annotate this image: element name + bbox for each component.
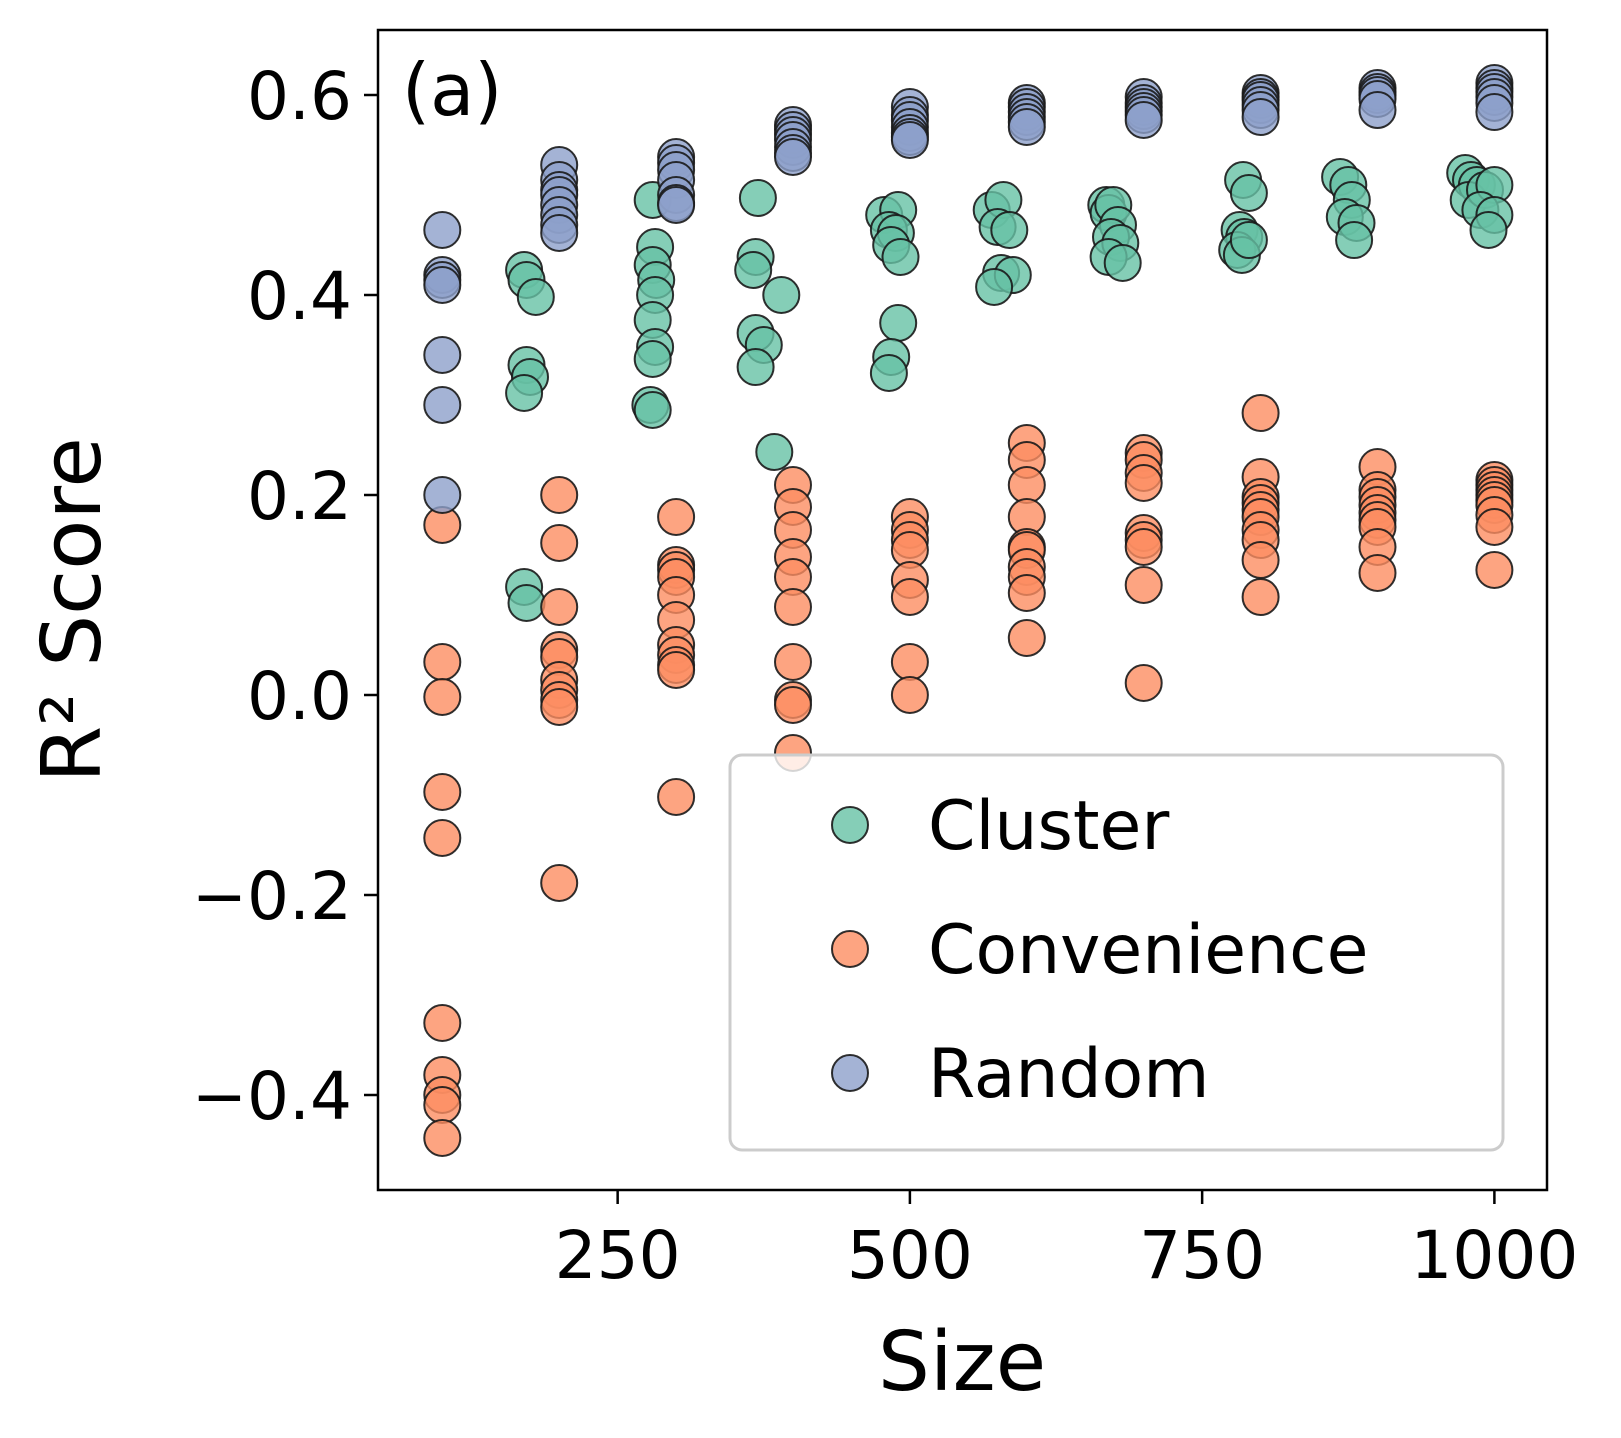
data-point-convenience	[540, 864, 579, 902]
data-point-cluster	[1229, 174, 1268, 212]
legend-label-cluster: Cluster	[928, 787, 1169, 866]
legend-label-random: Random	[928, 1035, 1210, 1114]
x-tick-label: 250	[555, 1217, 681, 1294]
legend-label-convenience: Convenience	[928, 911, 1368, 990]
data-point-convenience	[1241, 541, 1280, 579]
data-point-cluster	[975, 268, 1014, 306]
data-point-cluster	[762, 276, 801, 314]
data-point-convenience	[890, 643, 929, 681]
data-point-convenience	[774, 686, 812, 724]
data-point-convenience	[1124, 464, 1163, 502]
y-tick-label: −0.2	[192, 858, 352, 935]
data-point-convenience	[1358, 554, 1397, 592]
legend-marker-convenience	[831, 930, 869, 968]
series-random	[423, 64, 1514, 514]
data-point-convenience	[1007, 619, 1046, 657]
ticks-layer: 250 500 750 1000 −0.4 −0.2 0.0 0.2 0.4 0.6	[192, 58, 1579, 1294]
data-point-cluster	[505, 374, 544, 412]
data-point-convenience	[423, 678, 462, 716]
data-point-convenience	[423, 773, 462, 811]
data-point-convenience	[1475, 551, 1514, 589]
data-point-convenience	[1241, 394, 1280, 432]
y-tick-label: 0.2	[247, 458, 352, 535]
data-point-cluster	[879, 304, 918, 342]
data-point-convenience	[774, 643, 812, 681]
data-point-cluster	[1103, 244, 1142, 282]
data-point-convenience	[657, 651, 696, 689]
x-tick-label: 750	[1139, 1217, 1265, 1294]
data-point-cluster	[990, 211, 1029, 249]
series-cluster	[505, 154, 1514, 622]
data-point-cluster	[736, 348, 775, 386]
data-point-cluster	[755, 433, 794, 471]
data-point-convenience	[1124, 528, 1163, 566]
y-tick-label: 0.0	[247, 658, 352, 735]
data-point-convenience	[423, 643, 462, 681]
legend-marker-random	[831, 1054, 869, 1092]
data-point-convenience	[1241, 578, 1280, 616]
data-point-random	[1124, 101, 1163, 139]
data-point-cluster	[1469, 211, 1508, 249]
data-point-convenience	[423, 819, 462, 857]
data-point-random	[423, 211, 462, 249]
legend: Cluster Convenience Random	[728, 753, 1505, 1152]
panel-label: (a)	[402, 48, 502, 132]
data-point-convenience	[540, 476, 579, 514]
y-tick-label: 0.6	[247, 58, 352, 135]
y-axis-title: R² Score	[25, 437, 120, 783]
data-point-convenience	[657, 778, 696, 816]
data-point-convenience	[1124, 664, 1163, 702]
data-point-convenience	[540, 588, 579, 626]
data-point-random	[423, 266, 462, 304]
data-point-convenience	[540, 524, 579, 562]
data-point-cluster	[1229, 221, 1268, 259]
legend-marker-cluster	[831, 806, 869, 844]
data-point-convenience	[423, 1004, 462, 1042]
data-point-random	[423, 476, 462, 514]
data-point-cluster	[633, 391, 672, 429]
data-point-cluster	[869, 354, 908, 392]
data-point-cluster	[734, 251, 773, 289]
data-point-convenience	[1475, 508, 1514, 546]
data-point-cluster	[738, 179, 777, 217]
data-point-convenience	[423, 1086, 462, 1124]
data-point-convenience	[774, 588, 812, 626]
data-point-cluster	[1335, 221, 1374, 259]
data-point-convenience	[890, 578, 929, 616]
data-point-random	[423, 386, 462, 424]
y-tick-label: −0.4	[192, 1058, 352, 1135]
data-point-random	[1241, 98, 1280, 136]
data-point-random	[1475, 93, 1514, 131]
data-point-cluster	[881, 238, 920, 276]
data-point-random	[890, 121, 929, 159]
data-point-convenience	[1007, 574, 1046, 612]
data-point-cluster	[516, 278, 555, 316]
x-tick-label: 1000	[1410, 1217, 1578, 1294]
data-point-convenience	[657, 498, 696, 536]
y-tick-label: 0.4	[247, 258, 352, 335]
data-point-random	[540, 214, 579, 252]
data-point-random	[657, 186, 696, 224]
x-tick-label: 500	[847, 1217, 973, 1294]
data-point-convenience	[1007, 466, 1046, 504]
data-point-cluster	[633, 340, 672, 378]
legend-entries: Cluster Convenience Random	[831, 787, 1368, 1114]
data-point-random	[423, 336, 462, 374]
data-point-random	[1007, 108, 1046, 146]
data-point-convenience	[540, 688, 579, 726]
legend-box	[728, 753, 1505, 1152]
data-point-convenience	[423, 1119, 462, 1157]
data-point-convenience	[1124, 566, 1163, 604]
points-layer	[423, 64, 1514, 1157]
data-point-random	[1358, 91, 1397, 129]
data-point-convenience	[890, 676, 929, 714]
x-axis-title: Size	[878, 1315, 1046, 1410]
plot-frame	[376, 28, 1549, 1192]
data-point-random	[774, 138, 812, 176]
data-point-cluster	[507, 584, 546, 622]
